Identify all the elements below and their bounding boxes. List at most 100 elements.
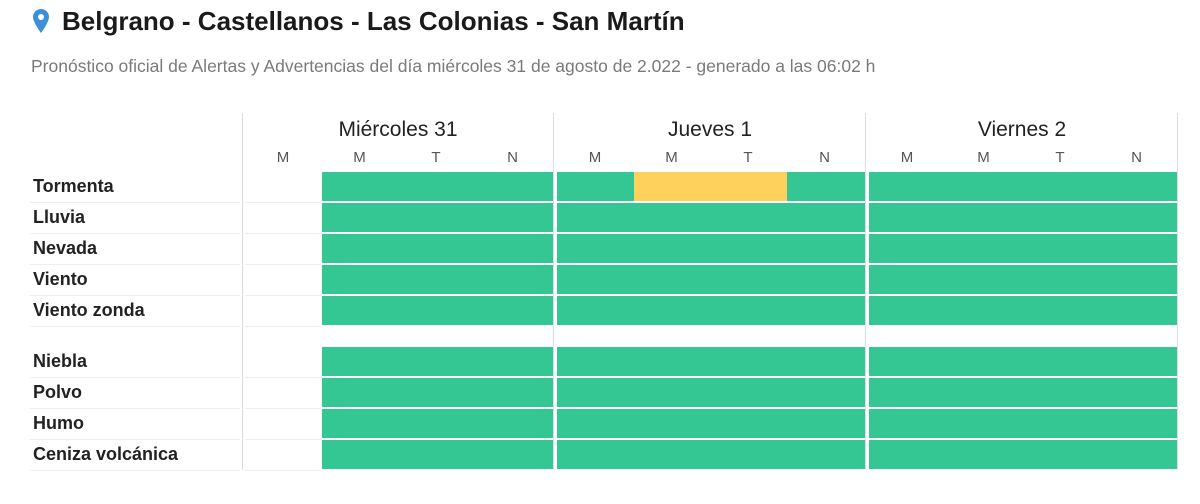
alert-cell-green[interactable] — [398, 347, 476, 376]
alert-cell-green[interactable] — [1022, 409, 1100, 438]
alert-cell-green[interactable] — [946, 203, 1024, 232]
alert-cell-green[interactable] — [557, 378, 635, 407]
alert-cell-green[interactable] — [787, 203, 865, 232]
alert-cell-green[interactable] — [322, 440, 400, 469]
alert-cell-green[interactable] — [557, 409, 635, 438]
alert-cell-green[interactable] — [710, 234, 788, 263]
alert-cell-green[interactable] — [869, 378, 947, 407]
alert-cell-green[interactable] — [398, 296, 476, 325]
alert-cell-green[interactable] — [1022, 172, 1100, 201]
alert-cell-green[interactable] — [710, 440, 788, 469]
alert-cell-green[interactable] — [787, 234, 865, 263]
alert-cell-green[interactable] — [634, 234, 712, 263]
alert-cell-green[interactable] — [398, 172, 476, 201]
alert-cell-green[interactable] — [398, 234, 476, 263]
alert-cell-green[interactable] — [634, 409, 712, 438]
alert-cell-green[interactable] — [557, 172, 635, 201]
alert-cell-green[interactable] — [1099, 265, 1177, 294]
alert-cell-green[interactable] — [1022, 234, 1100, 263]
alert-cell-green[interactable] — [946, 234, 1024, 263]
alert-cell-green[interactable] — [322, 203, 400, 232]
alert-cell-green[interactable] — [398, 440, 476, 469]
alert-cell-green[interactable] — [634, 440, 712, 469]
alert-cell-green[interactable] — [869, 265, 947, 294]
alert-cell-green[interactable] — [398, 203, 476, 232]
alert-cell-green[interactable] — [1022, 440, 1100, 469]
alert-cell-green[interactable] — [634, 265, 712, 294]
alert-cell-green[interactable] — [1099, 347, 1177, 376]
alert-cell-green[interactable] — [557, 203, 635, 232]
alert-cell-green[interactable] — [787, 347, 865, 376]
alert-cell-green[interactable] — [710, 203, 788, 232]
alert-cell-green[interactable] — [322, 296, 400, 325]
alert-cell-green[interactable] — [557, 265, 635, 294]
alert-cell-green[interactable] — [475, 296, 553, 325]
alert-cell-green[interactable] — [322, 265, 400, 294]
alert-cell-green[interactable] — [634, 378, 712, 407]
alert-cell-green[interactable] — [322, 347, 400, 376]
alert-cell-green[interactable] — [869, 172, 947, 201]
alert-cell-green[interactable] — [787, 265, 865, 294]
alert-cell-green[interactable] — [1099, 440, 1177, 469]
alert-cell-green[interactable] — [1099, 203, 1177, 232]
alert-cell-green[interactable] — [322, 234, 400, 263]
alert-cell-green[interactable] — [557, 440, 635, 469]
alert-cell-green[interactable] — [322, 172, 400, 201]
alert-cell-green[interactable] — [557, 347, 635, 376]
alert-cell-green[interactable] — [475, 234, 553, 263]
alert-cell-green[interactable] — [710, 347, 788, 376]
alert-cell-green[interactable] — [869, 203, 947, 232]
alert-cell-green[interactable] — [1022, 265, 1100, 294]
alert-cell-green[interactable] — [869, 347, 947, 376]
alert-cell-green[interactable] — [946, 265, 1024, 294]
alert-cell-green[interactable] — [946, 378, 1024, 407]
alert-cell-green[interactable] — [787, 378, 865, 407]
alert-cell-green[interactable] — [322, 378, 400, 407]
alert-cell-green[interactable] — [634, 203, 712, 232]
alert-cell-green[interactable] — [946, 347, 1024, 376]
alert-cell-green[interactable] — [946, 172, 1024, 201]
alert-cell-green[interactable] — [475, 347, 553, 376]
alert-cell-green[interactable] — [1099, 172, 1177, 201]
alert-cell-green[interactable] — [322, 409, 400, 438]
alert-cell-green[interactable] — [1099, 378, 1177, 407]
alert-cell-green[interactable] — [1022, 296, 1100, 325]
alert-cell-green[interactable] — [1099, 234, 1177, 263]
alert-cell-green[interactable] — [869, 440, 947, 469]
alert-cell-green[interactable] — [398, 265, 476, 294]
alert-cell-green[interactable] — [634, 296, 712, 325]
alert-cell-green[interactable] — [869, 409, 947, 438]
alert-cell-green[interactable] — [398, 378, 476, 407]
time-slot-label: M — [588, 149, 602, 166]
alert-cell-green[interactable] — [557, 296, 635, 325]
alert-cell-green[interactable] — [787, 440, 865, 469]
alert-cell-green[interactable] — [1022, 378, 1100, 407]
alert-cell-green[interactable] — [710, 378, 788, 407]
alert-cell-green[interactable] — [1022, 347, 1100, 376]
alert-cell-green[interactable] — [398, 409, 476, 438]
alert-cell-green[interactable] — [710, 265, 788, 294]
alert-cell-green[interactable] — [475, 265, 553, 294]
alert-cell-green[interactable] — [710, 409, 788, 438]
alert-cell-yellow[interactable] — [634, 172, 712, 201]
alert-cell-green[interactable] — [946, 409, 1024, 438]
alert-cell-green[interactable] — [787, 172, 865, 201]
alert-cell-green[interactable] — [475, 440, 553, 469]
alert-cell-green[interactable] — [1099, 409, 1177, 438]
alert-cell-green[interactable] — [787, 296, 865, 325]
alert-cell-green[interactable] — [475, 172, 553, 201]
alert-cell-green[interactable] — [557, 234, 635, 263]
alert-cell-green[interactable] — [869, 296, 947, 325]
alert-cell-green[interactable] — [1099, 296, 1177, 325]
alert-cell-green[interactable] — [634, 347, 712, 376]
alert-cell-yellow[interactable] — [710, 172, 788, 201]
alert-cell-green[interactable] — [946, 296, 1024, 325]
alert-cell-green[interactable] — [475, 378, 553, 407]
alert-cell-green[interactable] — [787, 409, 865, 438]
alert-cell-green[interactable] — [475, 409, 553, 438]
alert-cell-green[interactable] — [869, 234, 947, 263]
alert-cell-green[interactable] — [1022, 203, 1100, 232]
alert-cell-green[interactable] — [475, 203, 553, 232]
alert-cell-green[interactable] — [710, 296, 788, 325]
alert-cell-green[interactable] — [946, 440, 1024, 469]
